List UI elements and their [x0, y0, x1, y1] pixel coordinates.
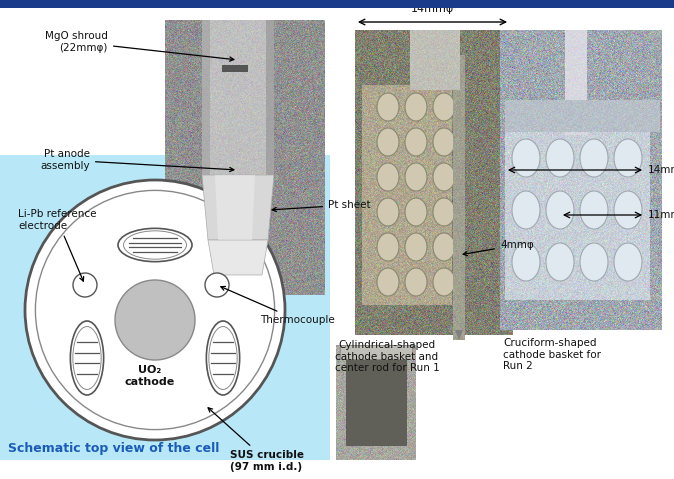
Ellipse shape — [614, 243, 642, 281]
Text: MgO shroud
(22mmφ): MgO shroud (22mmφ) — [45, 31, 234, 61]
Bar — [222, 65, 248, 72]
Circle shape — [115, 280, 195, 360]
Ellipse shape — [377, 233, 399, 261]
Bar — [340, 345, 412, 359]
Ellipse shape — [433, 268, 455, 296]
Ellipse shape — [377, 163, 399, 191]
Ellipse shape — [405, 93, 427, 121]
Text: Pt sheet: Pt sheet — [272, 200, 371, 212]
Polygon shape — [202, 175, 274, 240]
Text: Schematic top view of the cell: Schematic top view of the cell — [8, 442, 219, 455]
Ellipse shape — [512, 191, 540, 229]
Text: Li-Pb reference
electrode: Li-Pb reference electrode — [18, 209, 96, 281]
Ellipse shape — [512, 243, 540, 281]
Text: 14mm: 14mm — [648, 165, 674, 175]
Ellipse shape — [512, 139, 540, 177]
Ellipse shape — [405, 198, 427, 226]
Text: UO₂
cathode: UO₂ cathode — [125, 365, 175, 387]
Ellipse shape — [433, 163, 455, 191]
Ellipse shape — [433, 93, 455, 121]
Text: Cylindrical-shaped
cathode basket and
center rod for Run 1: Cylindrical-shaped cathode basket and ce… — [334, 340, 439, 373]
Ellipse shape — [70, 321, 104, 395]
Bar — [0, 0, 674, 8]
Ellipse shape — [405, 128, 427, 156]
Ellipse shape — [377, 93, 399, 121]
Ellipse shape — [206, 321, 240, 395]
Ellipse shape — [546, 191, 574, 229]
Ellipse shape — [433, 233, 455, 261]
Ellipse shape — [377, 128, 399, 156]
Ellipse shape — [546, 139, 574, 177]
Circle shape — [73, 273, 97, 297]
Ellipse shape — [118, 228, 192, 262]
Text: 14mmφ: 14mmφ — [410, 4, 454, 14]
Ellipse shape — [377, 268, 399, 296]
Text: Thermocouple: Thermocouple — [221, 286, 335, 325]
Text: Cruciform-shaped
cathode basket for
Run 2: Cruciform-shaped cathode basket for Run … — [503, 338, 601, 371]
Text: 4mmφ: 4mmφ — [463, 240, 534, 256]
Polygon shape — [215, 175, 255, 240]
Ellipse shape — [580, 139, 608, 177]
Ellipse shape — [580, 243, 608, 281]
Ellipse shape — [614, 191, 642, 229]
Polygon shape — [455, 330, 463, 340]
Ellipse shape — [580, 191, 608, 229]
Text: SUS crucible
(97 mm i.d.): SUS crucible (97 mm i.d.) — [208, 408, 304, 472]
Ellipse shape — [405, 233, 427, 261]
Bar — [202, 20, 210, 175]
Polygon shape — [208, 240, 268, 275]
Ellipse shape — [377, 198, 399, 226]
Ellipse shape — [405, 163, 427, 191]
Bar — [0, 155, 330, 460]
Ellipse shape — [405, 268, 427, 296]
Circle shape — [25, 180, 285, 440]
Text: Pt anode
assembly: Pt anode assembly — [40, 149, 234, 171]
Ellipse shape — [614, 139, 642, 177]
Ellipse shape — [546, 243, 574, 281]
Bar — [346, 355, 406, 445]
Bar — [266, 20, 274, 175]
Circle shape — [205, 273, 229, 297]
Ellipse shape — [433, 128, 455, 156]
Text: 11mm: 11mm — [648, 210, 674, 220]
Ellipse shape — [433, 198, 455, 226]
